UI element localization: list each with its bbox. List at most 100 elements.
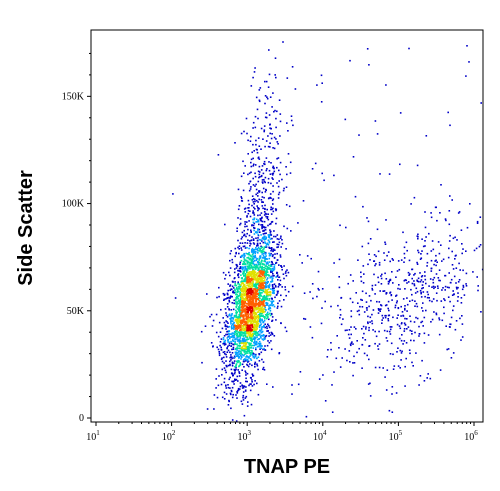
data-point (230, 328, 233, 330)
data-point (228, 271, 230, 274)
data-point (264, 258, 267, 261)
data-point (242, 307, 244, 309)
data-point (404, 324, 407, 326)
data-point (267, 145, 270, 148)
data-point (456, 300, 459, 302)
data-point (440, 300, 443, 302)
data-point (443, 312, 445, 315)
data-point (261, 292, 263, 294)
data-point (258, 145, 261, 147)
data-point (430, 270, 433, 272)
data-point (226, 321, 228, 323)
data-point (408, 274, 410, 276)
data-point (411, 333, 413, 335)
data-point (277, 286, 280, 288)
data-point (239, 361, 241, 364)
data-point (244, 285, 246, 288)
data-point (443, 298, 445, 300)
data-point (250, 327, 252, 330)
data-point (225, 364, 227, 367)
data-point (365, 328, 367, 330)
data-point (382, 367, 384, 369)
data-point (266, 297, 269, 300)
data-point (242, 287, 245, 290)
data-point (276, 110, 278, 113)
data-point (374, 342, 376, 345)
data-point (235, 303, 237, 305)
data-point (267, 86, 270, 88)
data-point (248, 323, 250, 326)
data-point (258, 89, 261, 91)
data-point (262, 182, 264, 184)
data-point (262, 248, 264, 251)
data-point (250, 286, 252, 288)
data-point (231, 364, 234, 367)
data-point (304, 318, 307, 320)
data-point (247, 256, 250, 259)
data-point (265, 189, 267, 191)
data-point (272, 207, 274, 210)
data-point (251, 260, 253, 262)
data-point (258, 281, 261, 283)
data-point (271, 255, 274, 258)
data-point (420, 321, 422, 324)
data-point (255, 303, 258, 305)
data-point (275, 126, 277, 129)
data-point (236, 302, 239, 305)
data-point (257, 268, 260, 271)
data-point (245, 235, 247, 238)
data-point (267, 313, 269, 316)
data-point (268, 285, 271, 287)
data-point (245, 321, 248, 324)
data-point (246, 277, 248, 279)
data-point (263, 319, 266, 322)
data-point (352, 374, 354, 377)
data-point (259, 346, 261, 348)
data-point (243, 339, 246, 342)
data-point (276, 292, 279, 294)
data-point (243, 343, 245, 345)
data-point (391, 299, 393, 301)
data-point (257, 311, 260, 313)
data-point (323, 179, 325, 182)
data-point (260, 309, 262, 312)
data-point (251, 329, 253, 331)
data-point (247, 300, 249, 303)
data-point (217, 384, 220, 387)
data-point (460, 339, 462, 341)
data-point (252, 355, 255, 358)
data-point (427, 373, 429, 375)
data-point (391, 258, 394, 260)
data-point (243, 385, 246, 387)
data-point (254, 283, 256, 286)
data-point (235, 300, 237, 303)
data-point (434, 206, 437, 209)
data-point (291, 384, 293, 386)
data-point (252, 267, 255, 269)
data-point (233, 325, 235, 327)
data-point (213, 394, 216, 396)
data-point (226, 365, 228, 368)
data-point (320, 322, 323, 325)
data-point (267, 324, 270, 327)
data-point (238, 248, 240, 250)
data-point (246, 298, 248, 301)
data-point (243, 315, 245, 317)
data-point (237, 339, 240, 342)
data-point (263, 237, 265, 239)
data-point (448, 247, 450, 250)
data-point (254, 208, 256, 210)
data-point (267, 330, 269, 332)
data-point (251, 310, 254, 312)
data-point (252, 249, 255, 251)
data-point (420, 257, 423, 259)
data-point (397, 287, 399, 290)
data-point (246, 338, 248, 341)
data-point (262, 233, 265, 235)
data-point (254, 294, 257, 297)
data-point (232, 334, 234, 337)
data-point (255, 264, 258, 267)
data-point (375, 335, 378, 338)
data-point (468, 61, 470, 63)
